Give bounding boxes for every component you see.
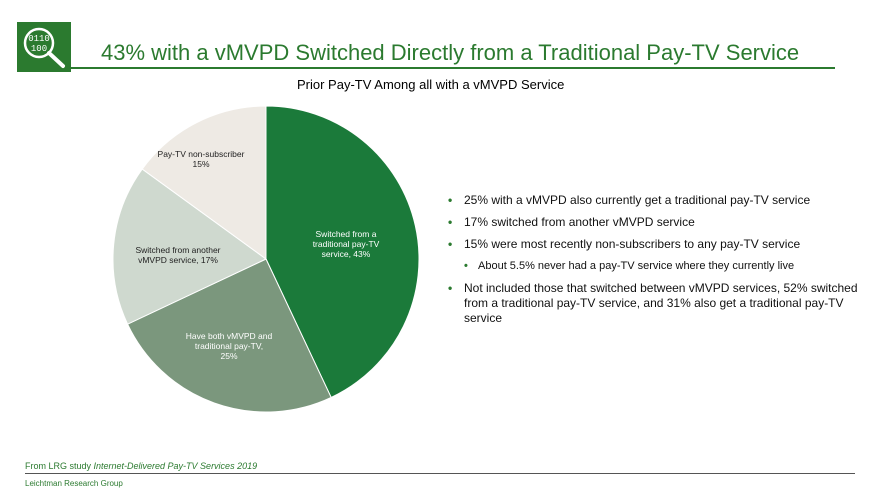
- lrg-logo-icon: 0110 100: [17, 22, 71, 72]
- bullet-item: Not included those that switched between…: [448, 281, 868, 326]
- chart-title: Prior Pay-TV Among all with a vMVPD Serv…: [297, 77, 565, 92]
- bullet-list: 25% with a vMVPD also currently get a tr…: [448, 193, 868, 333]
- logo-text-top: 0110: [28, 34, 50, 44]
- pie-slice: [141, 105, 267, 260]
- organization-name: Leichtman Research Group: [25, 479, 123, 488]
- footer-divider: [25, 473, 855, 474]
- source-study: Internet-Delivered Pay-TV Services 2019: [93, 461, 258, 471]
- title-divider: [70, 67, 835, 69]
- logo-text-bottom: 100: [31, 44, 47, 54]
- source-note: From LRG study Internet-Delivered Pay-TV…: [25, 461, 258, 471]
- slice-label: Pay-TV non-subscriber 15%: [158, 149, 245, 169]
- pie-slice: [112, 168, 267, 325]
- slice-label: Switched from another vMVPD service, 17%: [135, 245, 220, 265]
- bullet-item: 17% switched from another vMVPD service: [448, 215, 868, 230]
- slice-label: Switched from a traditional pay-TV service…: [313, 229, 380, 259]
- pie-slice: [126, 258, 332, 413]
- pie-slice: [265, 105, 420, 399]
- sub-bullet-item: About 5.5% never had a pay-TV service wh…: [464, 259, 868, 274]
- slide-title: 43% with a vMVPD Switched Directly from …: [101, 40, 800, 65]
- bullet-item: 25% with a vMVPD also currently get a tr…: [448, 193, 868, 208]
- bullet-item: 15% were most recently non-subscribers t…: [448, 237, 868, 252]
- slice-label: Have both vMVPD and traditional pay-TV, 25…: [186, 331, 273, 361]
